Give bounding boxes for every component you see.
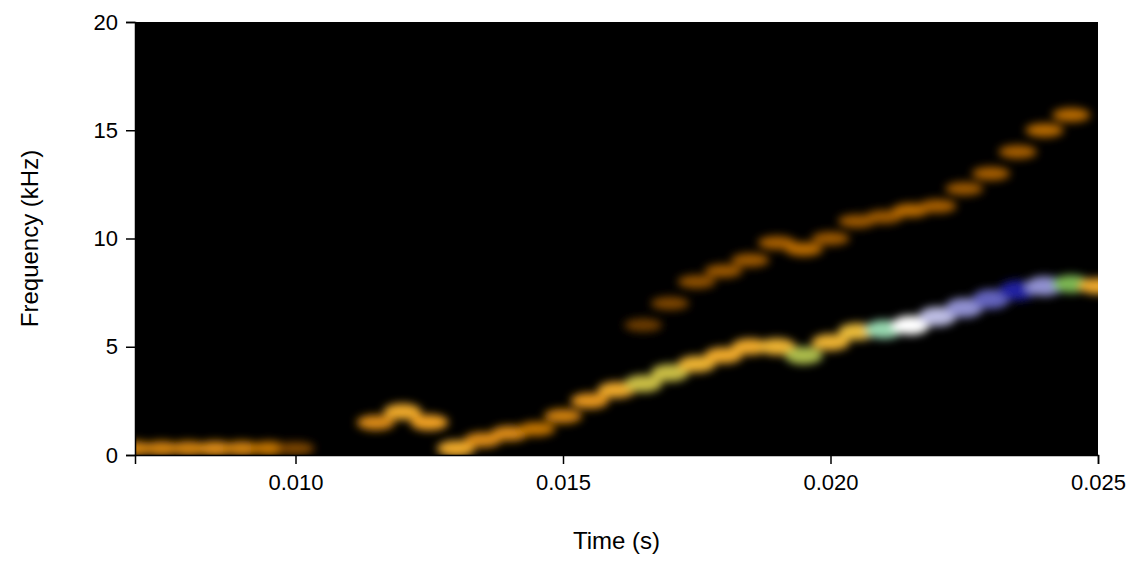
- spectrogram-cell: [785, 242, 823, 256]
- tick: 0.020: [803, 455, 858, 495]
- spectrogram-cell: [410, 415, 448, 431]
- cells: [135, 108, 1098, 455]
- y-tick-label: 20: [94, 10, 118, 35]
- spectrogram-cell: [731, 253, 769, 267]
- spectrogram-cell: [945, 182, 983, 196]
- y-tick-label: 15: [94, 118, 118, 143]
- plot-background: [135, 22, 1098, 455]
- spectrogram-cell: [651, 297, 689, 310]
- tick: 20: [94, 10, 135, 35]
- axis-line: [136, 456, 1099, 465]
- tick: 0: [106, 443, 135, 468]
- spectrogram-cell: [277, 442, 315, 455]
- x-tick-label: 0.025: [1071, 470, 1126, 495]
- y-tick-label: 0: [106, 443, 118, 468]
- x-tick-mark: [830, 455, 832, 464]
- y-tick-mark: [126, 238, 135, 240]
- spectrogram-cell: [785, 347, 823, 365]
- y-axis: 0 5 10 15 20: [94, 10, 136, 468]
- spectrogram-cell: [972, 167, 1010, 181]
- x-tick-label: 0.020: [803, 470, 858, 495]
- x-axis: 0.010 0.015 0.020 0.025: [136, 455, 1127, 495]
- chart: 0.010 0.015 0.020 0.025 0 5 10 15 20 Time (s) Freq…: [0, 0, 1139, 561]
- x-axis-title: Time (s): [573, 527, 660, 554]
- spectrogram-cell: [705, 264, 743, 278]
- spectrogram-cell: [624, 319, 662, 332]
- spectrogram-cell: [678, 275, 716, 288]
- y-tick-mark: [126, 130, 135, 132]
- axis-line: [126, 23, 136, 456]
- x-tick-label: 0.010: [268, 470, 323, 495]
- x-tick-mark: [1098, 455, 1100, 464]
- spectrogram-cell: [1026, 123, 1064, 137]
- x-tick-mark: [563, 455, 565, 464]
- y-tick-mark: [126, 347, 135, 349]
- cell-layer: [135, 108, 1098, 455]
- spectrogram-cell: [999, 145, 1037, 159]
- tick: 0.015: [536, 455, 591, 495]
- tick: 0.010: [268, 455, 323, 495]
- tick: 5: [106, 334, 135, 359]
- x-tick-mark: [295, 455, 297, 464]
- y-tick-label: 10: [94, 226, 118, 251]
- spectrogram-cell: [517, 422, 555, 436]
- tick: 0.025: [1071, 455, 1126, 495]
- spectrogram-cell: [1052, 108, 1090, 122]
- y-tick-mark: [126, 455, 135, 457]
- x-tick-label: 0.015: [536, 470, 591, 495]
- tick: 15: [94, 118, 135, 143]
- spectrogram-cell: [812, 232, 850, 246]
- y-axis-title: Frequency (kHz): [16, 150, 43, 327]
- tick: 10: [94, 226, 135, 251]
- y-tick-label: 5: [106, 334, 118, 359]
- plot: 0.010 0.015 0.020 0.025 0 5 10 15 20: [94, 10, 1127, 495]
- spectrogram-cell: [544, 409, 582, 424]
- spectrogram-cell: [1079, 278, 1098, 294]
- y-tick-mark: [126, 22, 135, 24]
- spectrogram-cell: [919, 199, 957, 213]
